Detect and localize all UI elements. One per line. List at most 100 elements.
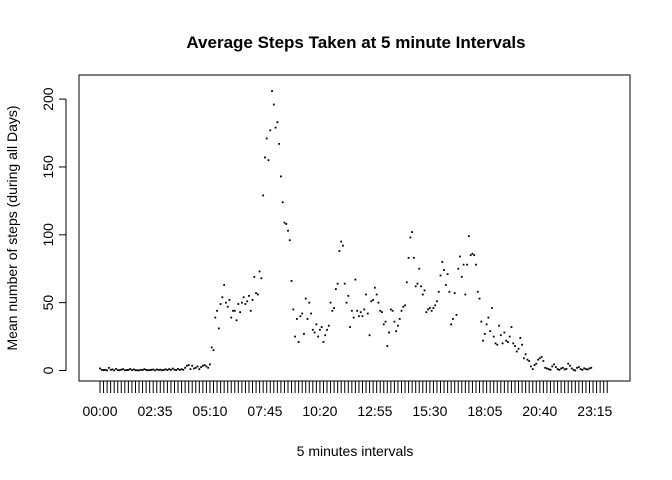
data-point <box>503 331 506 334</box>
data-point <box>99 367 101 370</box>
data-point <box>115 367 117 370</box>
data-point <box>228 299 231 301</box>
data-point <box>253 275 256 278</box>
y-axis-label: Mean number of steps (during all Days) <box>4 105 20 350</box>
data-point <box>141 369 144 371</box>
data-point <box>150 368 153 371</box>
data-point <box>225 301 227 304</box>
data-point <box>395 330 398 333</box>
data-point <box>139 368 142 371</box>
data-point <box>189 368 192 371</box>
data-point <box>100 368 103 371</box>
data-point <box>113 369 116 372</box>
data-point <box>384 320 387 323</box>
data-point <box>420 285 422 288</box>
data-point <box>519 337 522 339</box>
data-point <box>556 368 559 371</box>
data-point <box>191 364 194 367</box>
data-point <box>146 369 149 372</box>
data-point <box>168 368 171 371</box>
data-point <box>350 309 353 312</box>
data-point <box>317 335 320 338</box>
data-point <box>287 229 289 232</box>
data-point <box>377 301 380 304</box>
data-point <box>107 366 110 369</box>
data-point <box>579 368 582 371</box>
data-point <box>570 367 573 370</box>
data-point <box>437 290 440 293</box>
data-point <box>196 365 199 368</box>
data-point <box>455 313 458 316</box>
data-point <box>533 364 536 366</box>
data-point <box>560 367 563 370</box>
data-point <box>219 303 222 305</box>
data-point <box>572 368 575 371</box>
data-point <box>155 368 158 371</box>
data-point <box>423 289 426 292</box>
x-tick-label: 15:30 <box>412 403 447 419</box>
data-point <box>242 296 245 299</box>
data-point <box>554 366 557 369</box>
data-point <box>295 318 298 320</box>
data-point <box>405 281 408 284</box>
data-point <box>256 293 259 296</box>
data-point <box>515 350 518 353</box>
data-point <box>207 366 210 369</box>
data-point <box>450 323 453 326</box>
data-point <box>260 277 263 280</box>
data-point <box>311 328 314 331</box>
data-point <box>223 284 226 286</box>
x-axis-label: 5 minutes intervals <box>297 443 414 459</box>
data-point <box>102 369 105 371</box>
data-point <box>200 366 202 369</box>
data-point <box>177 367 179 370</box>
data-point <box>125 369 128 371</box>
data-point <box>235 319 238 322</box>
data-point <box>285 223 288 225</box>
data-point <box>467 235 470 238</box>
data-point <box>480 320 483 323</box>
data-point <box>301 312 304 315</box>
y-axis: 0 50 100 150 200 <box>40 87 67 374</box>
data-point <box>517 347 520 350</box>
y-tick-label: 100 <box>40 223 56 247</box>
x-tick-label: 20:40 <box>522 403 557 419</box>
data-point <box>180 368 183 371</box>
data-point <box>159 368 162 371</box>
data-point <box>370 300 373 303</box>
data-point <box>489 330 492 333</box>
data-point <box>361 315 364 318</box>
data-point <box>574 369 577 372</box>
data-point <box>136 369 139 372</box>
chart-title: Average Steps Taken at 5 minute Interval… <box>186 33 525 52</box>
data-point <box>409 236 412 239</box>
data-point <box>588 367 591 370</box>
data-point <box>184 366 187 369</box>
data-point <box>281 201 284 204</box>
data-point <box>265 137 268 140</box>
data-point <box>162 369 165 371</box>
data-point <box>476 290 479 293</box>
data-point <box>354 278 357 281</box>
data-point <box>262 194 265 197</box>
data-point <box>374 286 376 289</box>
data-point <box>460 275 463 278</box>
data-point <box>499 334 502 337</box>
data-point <box>324 334 327 337</box>
data-point <box>505 339 508 342</box>
data-point <box>205 365 208 368</box>
data-point <box>303 332 305 335</box>
data-point <box>178 369 181 371</box>
data-point <box>537 358 539 361</box>
data-point <box>288 239 291 242</box>
data-point <box>216 309 218 312</box>
data-point <box>340 240 343 243</box>
data-point <box>441 261 444 263</box>
data-point <box>320 326 323 328</box>
data-point <box>446 273 449 276</box>
data-point <box>210 346 213 349</box>
data-point <box>232 309 234 312</box>
data-point <box>336 282 339 285</box>
data-point <box>475 263 477 266</box>
data-point <box>561 366 564 369</box>
